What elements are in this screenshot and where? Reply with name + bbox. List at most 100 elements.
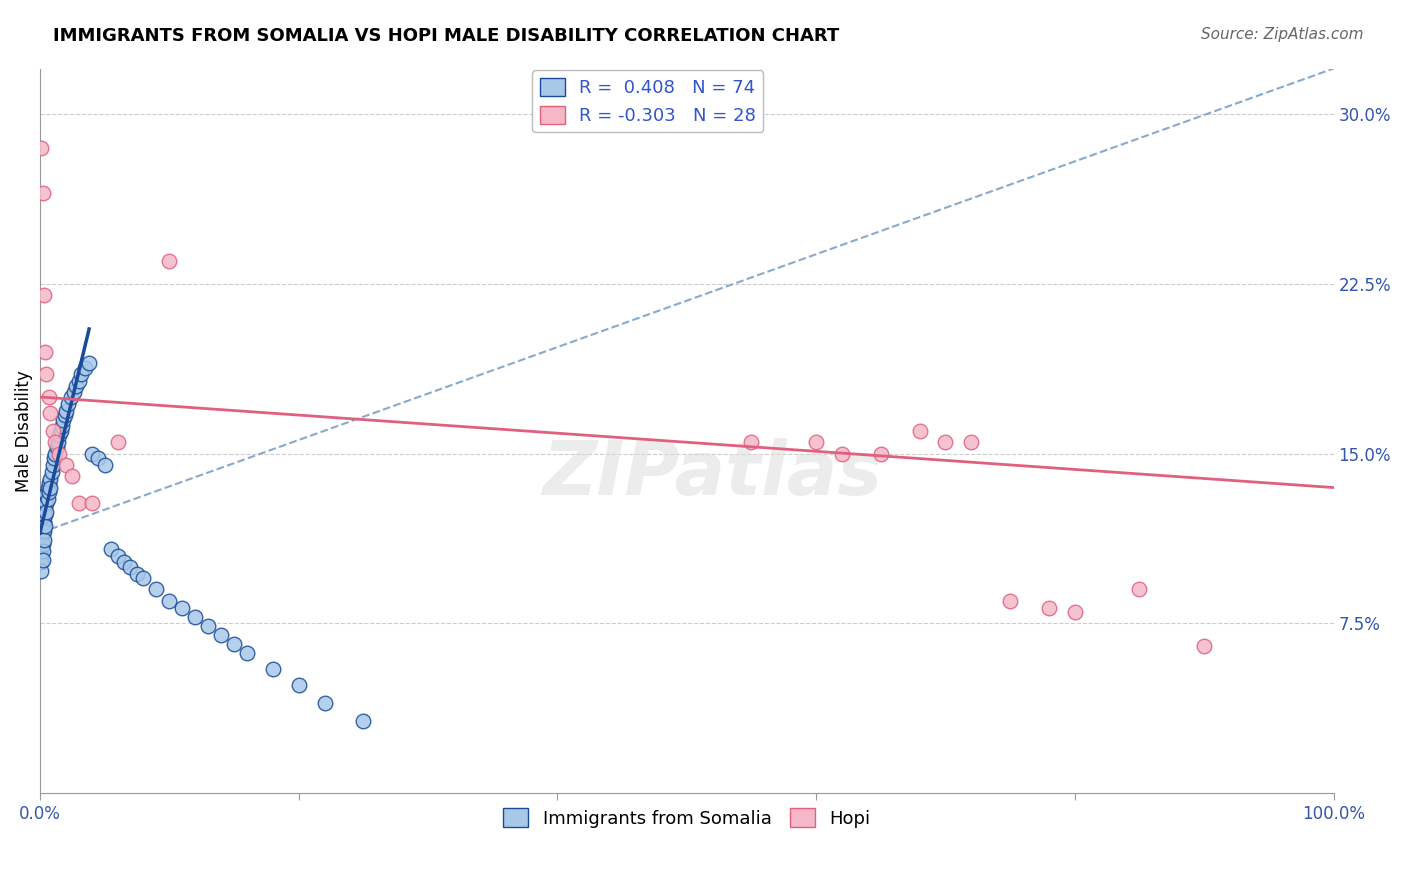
- Point: [34, 508, 56, 522]
- Legend: Immigrants from Somalia, Hopi: Immigrants from Somalia, Hopi: [496, 801, 877, 835]
- Point: [869, 447, 891, 461]
- Point: [80, 447, 103, 461]
- Point: [34, 344, 56, 359]
- Point: [32, 533, 55, 547]
- Point: [41, 465, 63, 479]
- Point: [38, 390, 60, 404]
- Point: [30, 525, 52, 540]
- Point: [31, 525, 53, 540]
- Point: [120, 559, 142, 574]
- Point: [1128, 582, 1150, 597]
- Point: [34, 491, 56, 506]
- Point: [1063, 605, 1085, 619]
- Point: [960, 435, 983, 450]
- Point: [998, 594, 1021, 608]
- Y-axis label: Male Disability: Male Disability: [15, 370, 32, 491]
- Text: ZIPatlas: ZIPatlas: [543, 438, 883, 511]
- Point: [55, 458, 77, 472]
- Point: [30, 515, 52, 529]
- Point: [262, 662, 284, 676]
- Point: [30, 565, 52, 579]
- Point: [132, 571, 155, 585]
- Point: [87, 451, 110, 466]
- Point: [44, 451, 66, 466]
- Point: [48, 428, 70, 442]
- Point: [31, 503, 53, 517]
- Point: [39, 406, 62, 420]
- Point: [44, 447, 66, 461]
- Point: [157, 254, 180, 268]
- Point: [222, 637, 245, 651]
- Point: [42, 458, 65, 472]
- Point: [80, 496, 103, 510]
- Point: [740, 435, 762, 450]
- Point: [58, 397, 80, 411]
- Point: [287, 678, 309, 692]
- Point: [172, 600, 194, 615]
- Point: [934, 435, 956, 450]
- Point: [30, 541, 52, 556]
- Point: [52, 412, 75, 426]
- Point: [65, 378, 87, 392]
- Point: [32, 524, 55, 538]
- Point: [145, 582, 167, 597]
- Point: [1038, 600, 1060, 615]
- Point: [51, 419, 73, 434]
- Point: [35, 368, 58, 382]
- Point: [49, 424, 72, 438]
- Point: [30, 549, 52, 563]
- Point: [30, 555, 52, 569]
- Point: [100, 541, 122, 556]
- Point: [30, 519, 52, 533]
- Point: [37, 491, 59, 506]
- Point: [59, 390, 82, 404]
- Point: [107, 435, 129, 450]
- Point: [62, 385, 84, 400]
- Point: [236, 646, 259, 660]
- Point: [32, 496, 55, 510]
- Point: [32, 506, 55, 520]
- Point: [38, 476, 60, 491]
- Point: [46, 435, 69, 450]
- Point: [55, 403, 77, 417]
- Point: [53, 408, 76, 422]
- Point: [831, 447, 853, 461]
- Point: [38, 485, 60, 500]
- Point: [35, 496, 58, 510]
- Point: [32, 515, 55, 529]
- Point: [209, 628, 232, 642]
- Point: [30, 141, 52, 155]
- Point: [35, 487, 58, 501]
- Point: [314, 696, 336, 710]
- Point: [48, 447, 70, 461]
- Point: [31, 553, 53, 567]
- Point: [197, 618, 219, 632]
- Point: [157, 594, 180, 608]
- Point: [44, 435, 66, 450]
- Point: [75, 360, 97, 375]
- Point: [352, 714, 374, 728]
- Point: [112, 555, 135, 569]
- Point: [184, 609, 207, 624]
- Point: [60, 469, 83, 483]
- Point: [804, 435, 827, 450]
- Point: [125, 566, 148, 581]
- Point: [77, 356, 100, 370]
- Point: [39, 471, 62, 485]
- Point: [67, 374, 90, 388]
- Text: Source: ZipAtlas.com: Source: ZipAtlas.com: [1201, 27, 1364, 42]
- Point: [32, 288, 55, 302]
- Point: [1192, 639, 1215, 653]
- Point: [31, 544, 53, 558]
- Point: [31, 519, 53, 533]
- Point: [93, 458, 115, 472]
- Point: [30, 533, 52, 547]
- Point: [34, 519, 56, 533]
- Text: IMMIGRANTS FROM SOMALIA VS HOPI MALE DISABILITY CORRELATION CHART: IMMIGRANTS FROM SOMALIA VS HOPI MALE DIS…: [53, 27, 839, 45]
- Point: [31, 537, 53, 551]
- Point: [34, 499, 56, 513]
- Point: [37, 481, 59, 495]
- Point: [70, 368, 93, 382]
- Point: [42, 424, 65, 438]
- Point: [31, 510, 53, 524]
